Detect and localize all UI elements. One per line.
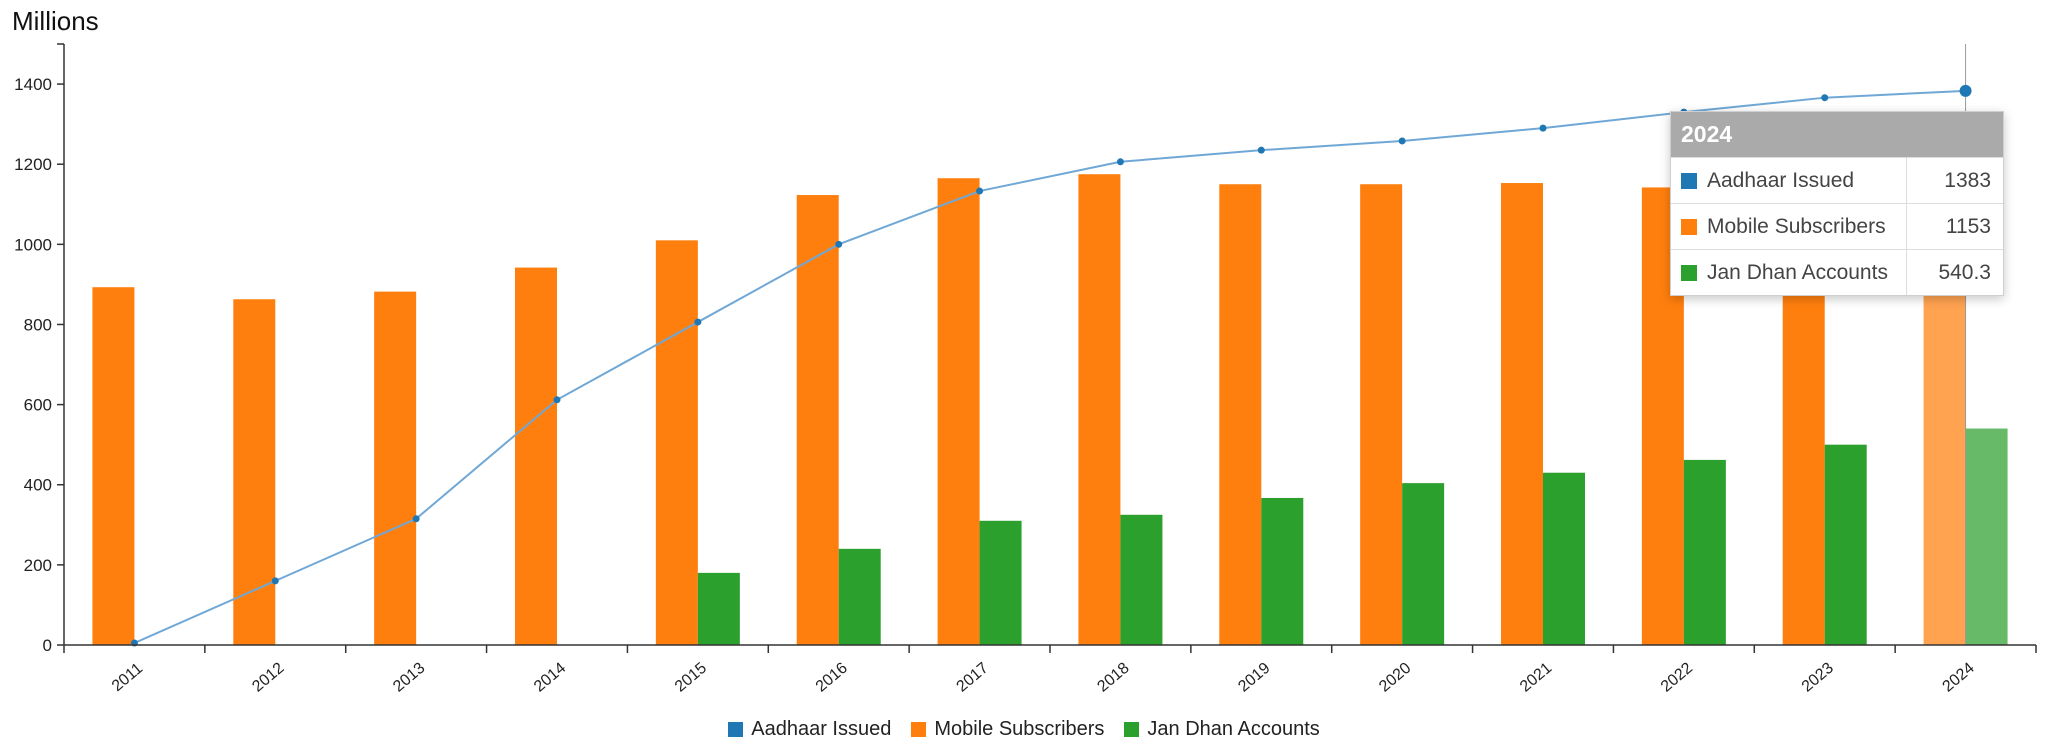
x-tick-label-2011: 2011 (109, 660, 146, 695)
x-tick-label-2022: 2022 (1658, 660, 1696, 696)
x-tick-label-2013: 2013 (390, 660, 428, 696)
point-aadhaar-2012[interactable] (271, 577, 279, 585)
point-aadhaar-2017[interactable] (976, 187, 984, 195)
y-tick-label-1200: 1200 (14, 155, 52, 174)
bar-mobile-2013[interactable] (374, 291, 417, 645)
y-tick-label-0: 0 (43, 636, 52, 655)
tooltip-row-mobile: Mobile Subscribers 1153 (1671, 203, 2003, 249)
point-aadhaar-2024[interactable] (1959, 84, 1972, 97)
x-tick-label-2015: 2015 (672, 660, 710, 696)
point-aadhaar-2013[interactable] (412, 515, 420, 523)
x-tick-label-2019: 2019 (1235, 660, 1273, 696)
point-aadhaar-2023[interactable] (1821, 94, 1829, 102)
point-aadhaar-2015[interactable] (694, 318, 702, 326)
y-axis-unit-label: Millions (12, 6, 99, 36)
legend-swatch-aadhaar (728, 722, 744, 737)
point-aadhaar-2016[interactable] (835, 240, 843, 248)
bar-mobile-2012[interactable] (233, 299, 276, 645)
x-tick-label-2017: 2017 (954, 660, 992, 696)
legend-item-jandhan[interactable]: Jan Dhan Accounts (1124, 718, 1320, 741)
legend-label-mobile: Mobile Subscribers (934, 718, 1105, 740)
bar-jandhan-2019[interactable] (1261, 497, 1304, 645)
bar-mobile-2018[interactable] (1078, 174, 1121, 645)
point-aadhaar-2014[interactable] (553, 396, 561, 404)
tooltip-swatch-jandhan (1681, 264, 1697, 281)
chart-tooltip: 2024 Aadhaar Issued 1383 Mobile Subscrib… (1670, 111, 2004, 296)
tooltip-row-jandhan: Jan Dhan Accounts 540.3 (1671, 249, 2003, 295)
tooltip-swatch-mobile (1681, 218, 1697, 235)
bar-jandhan-2015[interactable] (697, 572, 740, 645)
legend-swatch-jandhan (1124, 722, 1140, 737)
bar-jandhan-2020[interactable] (1402, 483, 1445, 645)
point-aadhaar-2021[interactable] (1539, 124, 1547, 132)
bar-mobile-2017[interactable] (937, 178, 980, 645)
tooltip-row-aadhaar: Aadhaar Issued 1383 (1671, 157, 2003, 203)
tooltip-title: 2024 (1671, 112, 2003, 157)
bar-jandhan-2021[interactable] (1543, 472, 1585, 645)
chart-legend: Aadhaar Issued Mobile Subscribers Jan Dh… (0, 718, 2048, 741)
line-aadhaar (134, 89, 1966, 644)
legend-swatch-mobile (911, 722, 927, 737)
bar-jandhan-2018[interactable] (1120, 514, 1163, 645)
bar-mobile-2015[interactable] (655, 240, 698, 645)
bar-jandhan-2016[interactable] (838, 548, 881, 645)
x-tick-label-2021: 2021 (1517, 660, 1555, 696)
x-tick-label-2012: 2012 (249, 660, 287, 696)
point-aadhaar-2019[interactable] (1257, 146, 1265, 154)
tooltip-value-jandhan: 540.3 (1906, 250, 2003, 295)
x-tick-label-2024: 2024 (1940, 660, 1978, 696)
bar-mobile-2014[interactable] (515, 267, 557, 645)
bar-mobile-2011[interactable] (92, 287, 135, 645)
y-tick-label-1400: 1400 (14, 75, 52, 94)
y-tick-label-400: 400 (24, 476, 52, 495)
tooltip-value-mobile: 1153 (1906, 204, 2003, 249)
tooltip-value-aadhaar: 1383 (1906, 158, 2003, 203)
point-aadhaar-2018[interactable] (1116, 158, 1124, 166)
point-aadhaar-2020[interactable] (1398, 137, 1406, 145)
bar-mobile-2016[interactable] (796, 195, 839, 645)
bar-jandhan-2023[interactable] (1824, 444, 1867, 645)
legend-label-jandhan: Jan Dhan Accounts (1147, 718, 1320, 740)
x-tick-label-2018: 2018 (1094, 660, 1132, 696)
y-tick-label-1000: 1000 (14, 235, 52, 254)
x-tick-label-2014: 2014 (531, 660, 569, 696)
x-tick-label-2020: 2020 (1376, 660, 1414, 696)
tooltip-swatch-aadhaar (1681, 172, 1697, 189)
legend-label-aadhaar: Aadhaar Issued (751, 718, 892, 740)
y-tick-label-200: 200 (24, 556, 52, 575)
tooltip-label-aadhaar: Aadhaar Issued (1707, 168, 1855, 192)
bar-mobile-2021[interactable] (1501, 183, 1543, 646)
legend-item-mobile[interactable]: Mobile Subscribers (911, 718, 1104, 741)
y-tick-label-600: 600 (24, 396, 52, 415)
bar-mobile-2019[interactable] (1219, 184, 1262, 645)
bar-jandhan-2022[interactable] (1683, 459, 1726, 645)
bar-mobile-2020[interactable] (1360, 184, 1403, 645)
x-tick-label-2016: 2016 (813, 660, 851, 696)
tooltip-label-jandhan: Jan Dhan Accounts (1707, 260, 1888, 284)
x-tick-label-2023: 2023 (1799, 660, 1837, 696)
bar-jandhan-2017[interactable] (979, 520, 1022, 645)
legend-item-aadhaar[interactable]: Aadhaar Issued (728, 718, 891, 741)
bar-jandhan-2024[interactable] (1965, 428, 2008, 645)
y-tick-label-800: 800 (24, 315, 52, 334)
tooltip-label-mobile: Mobile Subscribers (1707, 214, 1886, 238)
